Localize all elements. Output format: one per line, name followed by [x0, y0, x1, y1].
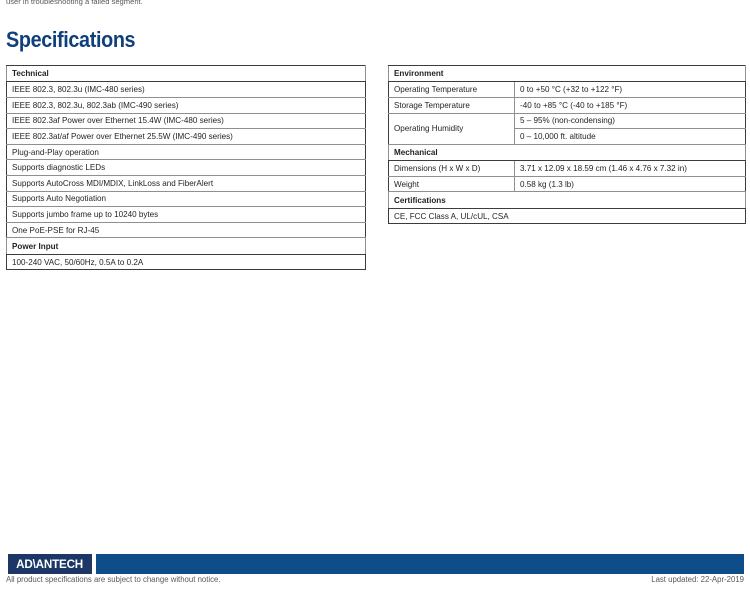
table-row: IEEE 802.3af Power over Ethernet 15.4W (…	[6, 112, 366, 130]
spec-label: Operating Temperature	[388, 81, 515, 98]
spec-value: Supports diagnostic LEDs	[6, 159, 366, 176]
spec-value: Supports Auto Negotiation	[6, 190, 366, 208]
table-group-header: Certifications	[388, 191, 746, 209]
spec-value: Plug-and-Play operation	[6, 143, 366, 161]
table-row: IEEE 802.3, 802.3u (IMC-480 series)	[6, 81, 366, 98]
group-title-certifications: Certifications	[388, 191, 746, 209]
spec-value: 100-240 VAC, 50/60Hz, 0.5A to 0.2A	[6, 253, 366, 271]
spec-value: IEEE 802.3af Power over Ethernet 15.4W (…	[6, 112, 366, 130]
spec-value: 3.71 x 12.09 x 18.59 cm (1.46 x 4.76 x 7…	[514, 160, 746, 177]
group-title-power-input: Power Input	[6, 237, 366, 255]
table-group-header: Mechanical	[388, 143, 746, 162]
page-title: Specifications	[6, 27, 136, 52]
spec-value: -40 to +85 °C (-40 to +185 °F)	[514, 96, 746, 114]
table-row: IEEE 802.3at/af Power over Ethernet 25.5…	[6, 128, 366, 145]
table-row: One PoE-PSE for RJ-45	[6, 221, 366, 239]
spec-value: 5 – 95% (non-condensing)	[514, 112, 746, 130]
spec-value: 0.58 kg (1.3 lb)	[514, 175, 746, 193]
carryover-text: user in troubleshooting a failed segment…	[6, 0, 143, 6]
table-row: Weight 0.58 kg (1.3 lb)	[388, 175, 746, 193]
spec-label: Storage Temperature	[388, 96, 515, 114]
table-row: 100-240 VAC, 50/60Hz, 0.5A to 0.2A	[6, 253, 366, 271]
footer-last-updated: Last updated: 22-Apr-2019	[651, 575, 744, 584]
table-row: Supports AutoCross MDI/MDIX, LinkLoss an…	[6, 174, 366, 192]
table-row: Supports Auto Negotiation	[6, 190, 366, 208]
table-row: Supports jumbo frame up to 10240 bytes	[6, 206, 366, 223]
spec-value: Supports jumbo frame up to 10240 bytes	[6, 206, 366, 223]
spec-label: Dimensions (H x W x D)	[388, 160, 515, 177]
table-row: Operating Temperature 0 to +50 °C (+32 t…	[388, 81, 746, 98]
table-group-header: Environment	[388, 64, 746, 83]
page-footer: AD\ANTECH All product specifications are…	[0, 549, 750, 591]
specs-table-left: Technical IEEE 802.3, 802.3u (IMC-480 se…	[6, 64, 366, 271]
spec-value: Supports AutoCross MDI/MDIX, LinkLoss an…	[6, 174, 366, 192]
spec-value: 0 – 10,000 ft. altitude	[514, 128, 746, 145]
table-row: Storage Temperature -40 to +85 °C (-40 t…	[388, 96, 746, 114]
spec-value: IEEE 802.3, 802.3u, 802.3ab (IMC-490 ser…	[6, 96, 366, 114]
table-row: Supports diagnostic LEDs	[6, 159, 366, 176]
table-row: IEEE 802.3, 802.3u, 802.3ab (IMC-490 ser…	[6, 96, 366, 114]
specs-table-right-body: Environment Operating Temperature 0 to +…	[388, 64, 746, 225]
footer-bar-row: AD\ANTECH	[0, 554, 750, 574]
group-title-technical: Technical	[6, 64, 366, 83]
specs-table-right: Environment Operating Temperature 0 to +…	[388, 64, 746, 225]
specs-table-left-body: Technical IEEE 802.3, 802.3u (IMC-480 se…	[6, 64, 366, 271]
spec-value: IEEE 802.3, 802.3u (IMC-480 series)	[6, 81, 366, 98]
spec-value: CE, FCC Class A, UL/cUL, CSA	[388, 207, 746, 225]
spec-label: Operating Humidity	[388, 112, 515, 145]
group-title-environment: Environment	[388, 64, 746, 83]
advantech-logo: AD\ANTECH	[8, 554, 92, 574]
spec-label: Weight	[388, 175, 515, 193]
table-group-header: Technical	[6, 64, 366, 83]
spec-value: 0 to +50 °C (+32 to +122 °F)	[514, 81, 746, 98]
table-row: Operating Humidity 5 – 95% (non-condensi…	[388, 112, 746, 145]
advantech-logo-text: AD\ANTECH	[16, 557, 84, 571]
table-group-header: Power Input	[6, 237, 366, 255]
table-row: CE, FCC Class A, UL/cUL, CSA	[388, 207, 746, 225]
footer-disclaimer: All product specifications are subject t…	[6, 575, 221, 584]
table-row: Plug-and-Play operation	[6, 143, 366, 161]
spec-value: IEEE 802.3at/af Power over Ethernet 25.5…	[6, 128, 366, 145]
footer-accent-bar	[96, 554, 744, 574]
table-row: Dimensions (H x W x D) 3.71 x 12.09 x 18…	[388, 160, 746, 177]
group-title-mechanical: Mechanical	[388, 143, 746, 162]
spec-value: One PoE-PSE for RJ-45	[6, 221, 366, 239]
